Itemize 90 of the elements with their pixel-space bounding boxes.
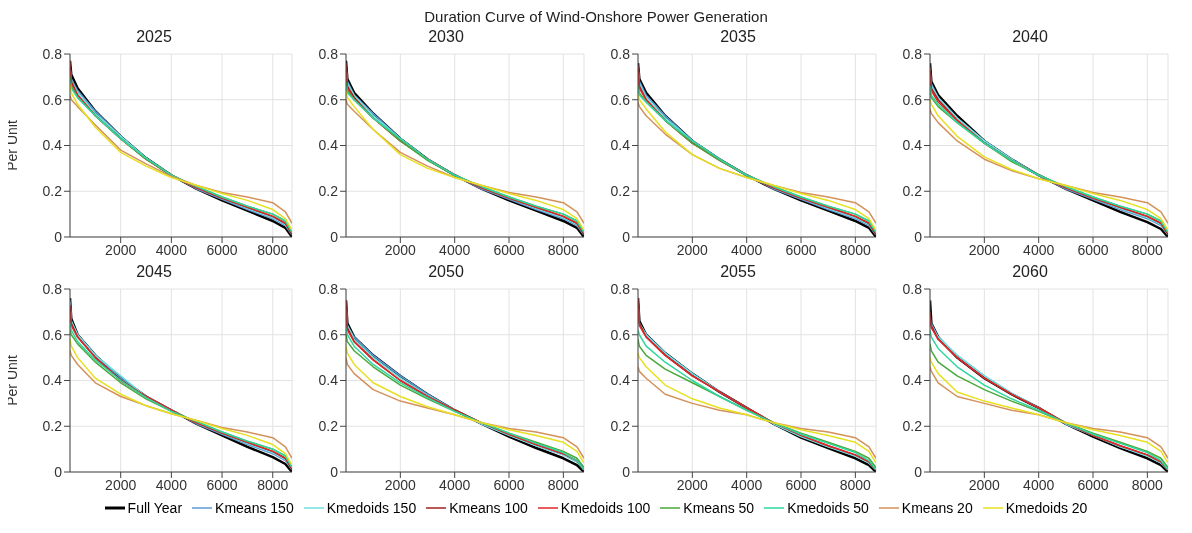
y-tick-label: 0.6 — [42, 91, 63, 108]
x-tick-label: 8000 — [547, 476, 580, 493]
y-tick-label: 0.6 — [42, 326, 63, 343]
chart-title: 2025 — [136, 28, 172, 47]
x-tick-label: 8000 — [839, 241, 872, 258]
chart-title: 2055 — [720, 263, 756, 282]
y-tick-label: 0 — [54, 463, 63, 480]
y-tick-label: 0.4 — [318, 372, 339, 389]
x-tick-label: 2000 — [676, 476, 709, 493]
y-tick-label: 0 — [330, 463, 339, 480]
y-tick-label: 0.8 — [42, 45, 63, 62]
legend-label: Kmedoids 20 — [1005, 500, 1088, 516]
x-tick-label: 8000 — [1131, 476, 1164, 493]
y-tick-label: 0 — [330, 228, 339, 245]
y-tick-label: 0.4 — [318, 137, 339, 154]
y-tick-label: 0.4 — [42, 372, 63, 389]
x-tick-label: 6000 — [493, 476, 525, 493]
x-tick-label: 2000 — [384, 241, 417, 258]
x-tick-label: 2000 — [968, 476, 1001, 493]
legend-label: Full Year — [127, 500, 183, 516]
y-tick-label: 0.6 — [610, 326, 631, 343]
legend-label: Kmeans 20 — [901, 500, 973, 516]
x-tick-label: 6000 — [206, 241, 238, 258]
y-tick-label: 0.8 — [610, 280, 631, 297]
x-tick-label: 6000 — [785, 241, 817, 258]
y-tick-label: 0 — [622, 463, 631, 480]
x-tick-label: 4000 — [155, 476, 188, 493]
legend-label: Kmeans 50 — [683, 500, 755, 516]
chart-title: 2050 — [428, 263, 464, 282]
chart-title: 2060 — [1012, 263, 1048, 282]
y-tick-label: 0.4 — [902, 137, 923, 154]
text: Duration Curve of Wind-Onshore Power Generation — [423, 8, 769, 27]
legend-label: Kmedoids 50 — [787, 500, 869, 516]
x-tick-label: 4000 — [439, 476, 471, 493]
y-tick-label: 0.6 — [902, 91, 923, 108]
y-tick-label: 0.2 — [318, 183, 339, 200]
y-tick-label: 0 — [622, 228, 631, 245]
chart-title: 2030 — [428, 28, 464, 47]
x-tick-label: 4000 — [439, 241, 471, 258]
y-tick-label: 0.2 — [42, 418, 63, 435]
legend-label: Kmedoids 150 — [326, 500, 417, 516]
chart-title: 2035 — [720, 28, 756, 47]
y-tick-label: 0.2 — [902, 418, 923, 435]
x-tick-label: 8000 — [839, 476, 872, 493]
y-tick-label: 0.2 — [318, 418, 339, 435]
y-tick-label: 0.8 — [318, 280, 339, 297]
y-tick-label: 0 — [914, 463, 923, 480]
y-tick-label: 0.4 — [610, 372, 631, 389]
y-tick-label: 0.8 — [318, 45, 339, 62]
y-tick-label: 0.8 — [610, 45, 631, 62]
y-tick-label: 0.6 — [902, 326, 923, 343]
x-tick-label: 2000 — [105, 241, 137, 258]
x-tick-label: 8000 — [257, 476, 289, 493]
y-tick-label: 0.4 — [42, 137, 63, 154]
chart-title: 2040 — [1012, 28, 1048, 47]
y-tick-label: 0.2 — [610, 418, 631, 435]
x-tick-label: 4000 — [731, 241, 763, 258]
x-tick-label: 4000 — [731, 476, 763, 493]
x-tick-label: 6000 — [1077, 476, 1109, 493]
x-tick-label: 2000 — [105, 476, 137, 493]
y-tick-label: 0.6 — [318, 326, 339, 343]
x-tick-label: 8000 — [257, 241, 289, 258]
x-tick-label: 2000 — [676, 241, 709, 258]
chart-title: 2045 — [136, 263, 172, 282]
y-tick-label: 0.8 — [902, 45, 923, 62]
x-tick-label: 6000 — [206, 476, 238, 493]
y-tick-label: 0.4 — [902, 372, 923, 389]
y-tick-label: 0.8 — [902, 280, 923, 297]
x-tick-label: 6000 — [1077, 241, 1109, 258]
legend-label: Kmedoids 100 — [560, 500, 651, 516]
y-tick-label: 0 — [54, 228, 63, 245]
y-tick-label: 0.6 — [610, 91, 631, 108]
y-tick-label: 0.8 — [42, 280, 63, 297]
x-tick-label: 4000 — [1023, 476, 1055, 493]
x-tick-label: 6000 — [785, 476, 817, 493]
x-tick-label: 4000 — [155, 241, 188, 258]
legend-label: Kmeans 100 — [449, 500, 528, 516]
y-tick-label: 0.2 — [902, 183, 923, 200]
y-tick-label: 0.2 — [610, 183, 631, 200]
y-tick-label: 0 — [914, 228, 923, 245]
y-tick-label: 0.4 — [610, 137, 631, 154]
x-tick-label: 4000 — [1023, 241, 1055, 258]
x-tick-label: 2000 — [968, 241, 1001, 258]
y-tick-label: 0.6 — [318, 91, 339, 108]
legend-label: Kmeans 150 — [215, 500, 294, 516]
x-tick-label: 2000 — [384, 476, 417, 493]
y-tick-label: 0.2 — [42, 183, 63, 200]
x-tick-label: 8000 — [1131, 241, 1164, 258]
x-tick-label: 8000 — [547, 241, 580, 258]
x-tick-label: 6000 — [493, 241, 525, 258]
